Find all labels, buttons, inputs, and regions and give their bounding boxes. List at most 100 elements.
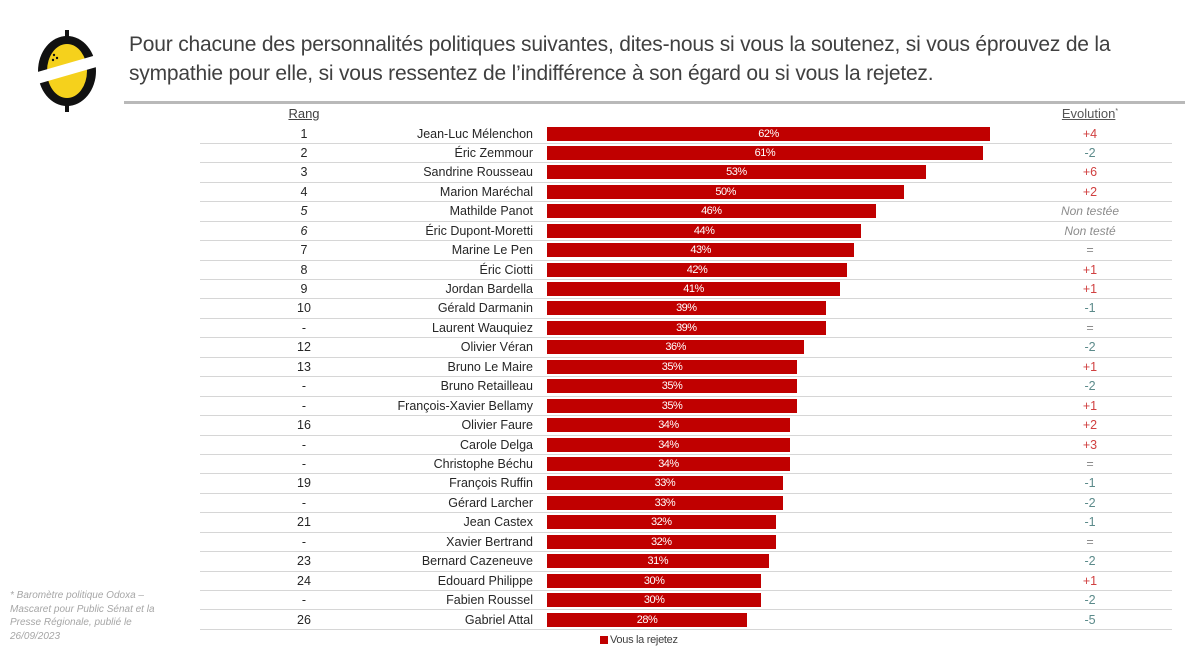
legend-swatch xyxy=(600,636,608,644)
name-label: Gabriel Attal xyxy=(464,612,533,627)
bar-value-label: 30% xyxy=(643,574,665,587)
title-divider xyxy=(124,101,1185,104)
name-label: Jean-Luc Mélenchon xyxy=(416,126,533,141)
rank-cell: 12 xyxy=(297,340,311,355)
rank-cell: 24 xyxy=(297,573,311,588)
rank-cell: 8 xyxy=(300,262,308,277)
table-row: - Gérard Larcher 33% -2 xyxy=(200,494,1172,514)
evolution-cell: -2 xyxy=(1084,593,1096,608)
evolution-header-label: Evolution xyxy=(1061,106,1116,121)
bar-value-label: 33% xyxy=(654,496,676,509)
source-footnote: * Baromètre politique Odoxa – Mascaret p… xyxy=(10,590,155,642)
evolution-cell: Non testée xyxy=(1060,204,1120,219)
name-label: Marine Le Pen xyxy=(451,243,533,258)
bar-value-label: 44% xyxy=(693,224,715,237)
bar-value-label: 61% xyxy=(754,146,776,159)
chart-title: Pour chacune des personnalités politique… xyxy=(129,33,1111,85)
name-label: François Ruffin xyxy=(449,476,533,491)
evolution-cell: +2 xyxy=(1082,418,1098,433)
bar: 62% xyxy=(547,126,990,141)
rank-cell: - xyxy=(301,320,307,335)
name-label: François-Xavier Bellamy xyxy=(397,398,533,413)
table-row: 21 Jean Castex 32% -1 xyxy=(200,513,1172,533)
table-row: 12 Olivier Véran 36% -2 xyxy=(200,338,1172,358)
bar: 34% xyxy=(547,437,790,452)
name-label: Gérard Larcher xyxy=(448,495,533,510)
rank-cell: 1 xyxy=(300,126,308,141)
name-label: Bruno Le Maire xyxy=(447,359,533,374)
rank-cell: - xyxy=(301,495,307,510)
evolution-cell: -5 xyxy=(1084,612,1096,627)
bar-value-label: 32% xyxy=(651,535,672,548)
bar-value-label: 50% xyxy=(715,185,736,198)
table-row: 24 Edouard Philippe 30% +1 xyxy=(200,572,1172,592)
rank-cell: 21 xyxy=(297,515,311,530)
bar: 31% xyxy=(547,554,769,569)
bar: 44% xyxy=(547,223,862,238)
bar: 50% xyxy=(547,184,905,199)
bar-value-label: 39% xyxy=(676,321,697,334)
bar-value-label: 42% xyxy=(686,263,708,276)
evolution-cell: -1 xyxy=(1084,515,1096,530)
bar-value-label: 62% xyxy=(758,127,779,140)
name-label: Jean Castex xyxy=(463,515,533,530)
bar: 30% xyxy=(547,593,762,608)
bar: 39% xyxy=(547,301,826,316)
table-row: - Fabien Roussel 30% -2 xyxy=(200,591,1172,611)
table-row: - Xavier Bertrand 32% = xyxy=(200,533,1172,553)
logo-top-stem xyxy=(65,30,69,38)
bar-value-label: 31% xyxy=(647,555,669,568)
bar: 41% xyxy=(547,282,840,297)
legend: Vous la rejetez xyxy=(600,634,678,646)
rank-cell: 6 xyxy=(300,223,308,238)
rank-cell: - xyxy=(301,534,307,549)
evolution-cell: -1 xyxy=(1084,476,1096,491)
bar-value-label: 35% xyxy=(661,360,683,373)
name-label: Éric Dupont-Moretti xyxy=(425,223,533,238)
rank-cell: 16 xyxy=(297,418,311,433)
bar: 33% xyxy=(547,495,783,510)
rank-cell: - xyxy=(301,437,307,452)
table-row: - François-Xavier Bellamy 35% +1 xyxy=(200,397,1172,417)
evolution-cell: +1 xyxy=(1082,282,1098,297)
bar-value-label: 46% xyxy=(701,205,722,218)
name-label: Mathilde Panot xyxy=(449,204,533,219)
bar: 43% xyxy=(547,243,855,258)
name-label: Carole Delga xyxy=(460,437,533,452)
evolution-cell: +3 xyxy=(1082,437,1098,452)
bar: 42% xyxy=(547,262,848,277)
table-row: - Carole Delga 34% +3 xyxy=(200,436,1172,455)
bar: 36% xyxy=(547,340,805,355)
name-label: Olivier Véran xyxy=(460,340,533,355)
bar-value-label: 41% xyxy=(683,283,704,296)
evolution-cell: -2 xyxy=(1084,554,1096,569)
rank-cell: 2 xyxy=(300,145,308,160)
name-label: Bernard Cazeneuve xyxy=(421,554,533,569)
table-row: 10 Gérald Darmanin 39% -1 xyxy=(200,299,1172,319)
bar: 53% xyxy=(547,165,926,180)
table-row: 13 Bruno Le Maire 35% +1 xyxy=(200,358,1172,378)
table-row: 5 Mathilde Panot 46% Non testée xyxy=(200,202,1172,222)
table-row: - Christophe Béchu 34% = xyxy=(200,455,1172,475)
bar-value-label: 33% xyxy=(654,477,676,490)
evolution-footnote-marker: * xyxy=(1115,107,1119,115)
name-label: Bruno Retailleau xyxy=(440,379,533,394)
bar-value-label: 34% xyxy=(658,419,679,432)
bar-value-label: 32% xyxy=(651,516,672,529)
bar: 61% xyxy=(547,145,983,160)
evolution-cell: +1 xyxy=(1082,262,1098,277)
table-row: 4 Marion Maréchal 50% +2 xyxy=(200,183,1172,203)
evolution-cell: +2 xyxy=(1082,184,1098,199)
rank-cell: - xyxy=(301,456,307,471)
evolution-cell: = xyxy=(1086,456,1094,471)
rank-cell: - xyxy=(301,398,307,413)
legend-label: Vous la rejetez xyxy=(610,634,678,646)
bar-value-label: 43% xyxy=(690,244,711,257)
name-label: Christophe Béchu xyxy=(433,456,533,471)
bar: 28% xyxy=(547,612,748,627)
name-label: Laurent Wauquiez xyxy=(432,320,533,335)
bar-value-label: 35% xyxy=(661,399,683,412)
table-row: 8 Éric Ciotti 42% +1 xyxy=(200,261,1172,281)
evolution-cell: = xyxy=(1086,534,1094,549)
